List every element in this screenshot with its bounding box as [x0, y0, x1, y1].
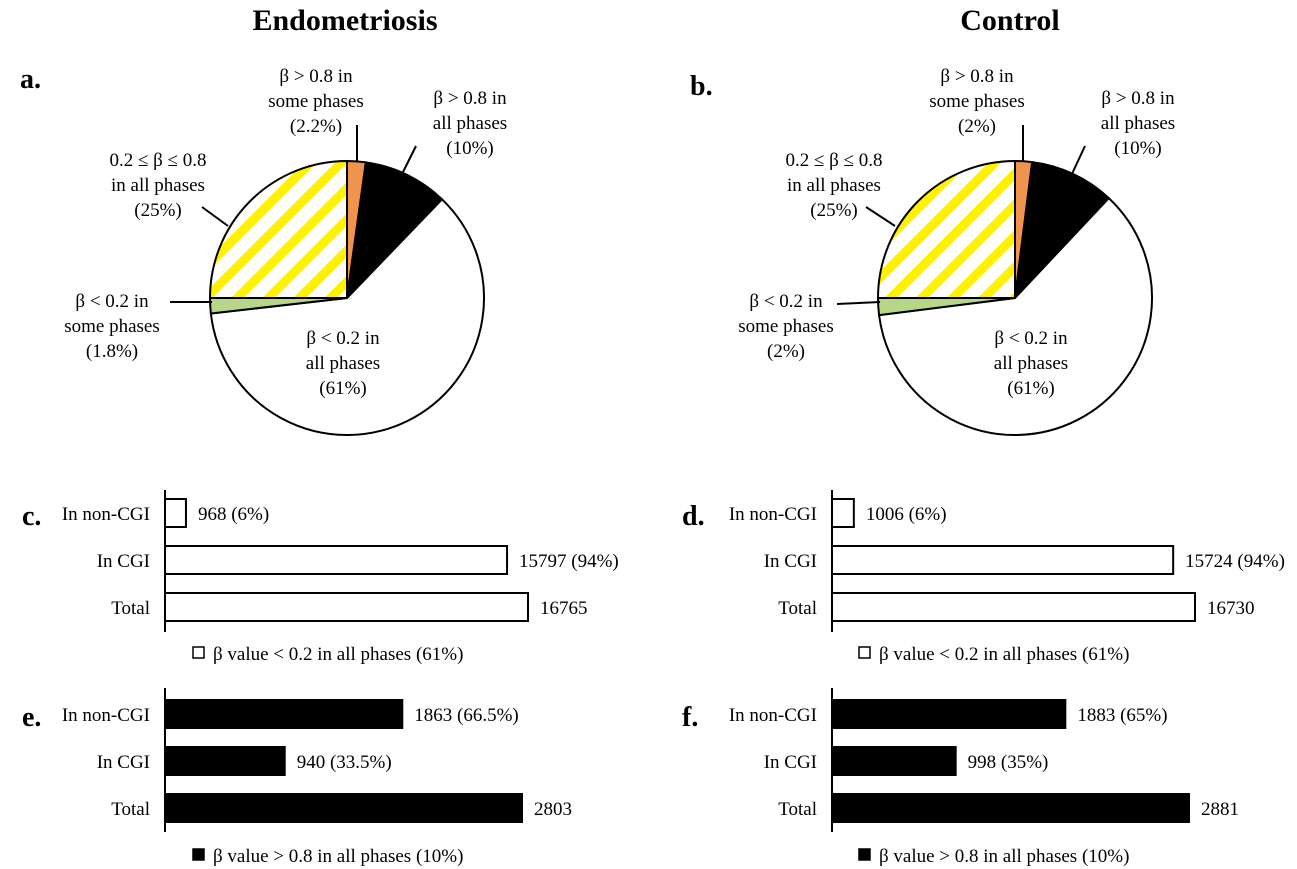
panel-label-f: f.	[682, 702, 698, 733]
bar-d-bar-2	[831, 592, 1196, 622]
pie-b-label-0: some phases	[929, 91, 1025, 112]
pie-b-label-2: all phases	[994, 353, 1068, 374]
bar-f-bar-0	[831, 699, 1067, 729]
bar-d-bar-1	[831, 545, 1175, 575]
pie-b-label-3: β < 0.2 in	[749, 291, 823, 312]
pie-a-label-1: β > 0.8 in	[433, 88, 507, 109]
pie-a-leader-4	[201, 206, 229, 227]
bar-c-category-2: Total	[111, 598, 150, 619]
bar-d-data-label-0: 1006 (6%)	[866, 504, 947, 525]
pie-b-leader-4	[865, 206, 896, 227]
pie-b-slice-4	[877, 160, 1016, 299]
bar-e-data-label-2: 2803	[534, 799, 572, 820]
bar-d-legend-label: β value < 0.2 in all phases (61%)	[879, 644, 1129, 665]
pie-b-label-0: β > 0.8 in	[940, 66, 1014, 87]
bar-f-bar-1	[831, 746, 957, 776]
pie-a-slice-4	[209, 160, 348, 299]
bar-c-data-label-1: 15797 (94%)	[519, 551, 619, 572]
bar-e-data-label-1: 940 (33.5%)	[297, 752, 392, 773]
panel-label-e: e.	[22, 702, 41, 733]
bar-e-legend-swatch	[192, 848, 205, 861]
pie-b-label-1: (10%)	[1114, 138, 1161, 159]
bar-c-category-1: In CGI	[97, 551, 150, 572]
pie-a-label-4: 0.2 ≤ β ≤ 0.8	[109, 150, 206, 171]
pie-b-slice-1	[1014, 161, 1110, 299]
panel-label-b: b.	[690, 71, 713, 102]
bar-d-category-1: In CGI	[764, 551, 817, 572]
pie-b-label-1: all phases	[1101, 113, 1175, 134]
bar-f-category-0: In non-CGI	[729, 705, 817, 726]
panel-label-d: d.	[682, 501, 705, 532]
bar-e-category-1: In CGI	[97, 752, 150, 773]
bar-e-category-2: Total	[111, 799, 150, 820]
pie-b-leader-1	[1070, 145, 1086, 177]
pie-b-label-4: (25%)	[810, 200, 857, 221]
pie-a-slice-1	[346, 161, 444, 299]
bar-e-data-label-0: 1863 (66.5%)	[414, 705, 518, 726]
pie-b-label-3: (2%)	[767, 341, 805, 362]
pie-a-label-4: in all phases	[111, 175, 205, 196]
pie-a-label-2: all phases	[306, 353, 380, 374]
pie-b-label-2: β < 0.2 in	[994, 328, 1068, 349]
bar-c-bar-0	[164, 498, 187, 528]
pie-a-label-3: some phases	[64, 316, 160, 337]
bar-f-data-label-2: 2881	[1201, 799, 1239, 820]
pie-b-label-4: in all phases	[787, 175, 881, 196]
pie-b-label-3: some phases	[738, 316, 834, 337]
pie-b-slice-2	[878, 197, 1153, 436]
bar-c-category-0: In non-CGI	[62, 504, 150, 525]
bar-c-data-label-0: 968 (6%)	[198, 504, 269, 525]
heading-control: Control	[960, 4, 1059, 37]
panel-label-a: a.	[20, 64, 41, 95]
bar-d-bar-0	[831, 498, 855, 528]
bar-e-bar-0	[164, 699, 404, 729]
bar-d-data-label-2: 16730	[1207, 598, 1255, 619]
bar-e-bar-2	[164, 793, 523, 823]
bar-c-legend-label: β value < 0.2 in all phases (61%)	[213, 644, 463, 665]
bar-c-bar-2	[164, 592, 529, 622]
bar-f-bar-2	[831, 793, 1190, 823]
pie-a-slice-2	[209, 198, 485, 436]
pie-a-label-0: (2.2%)	[290, 116, 342, 137]
bar-d-data-label-1: 15724 (94%)	[1185, 551, 1285, 572]
pie-a-label-4: (25%)	[134, 200, 181, 221]
pie-a-label-2: β < 0.2 in	[306, 328, 380, 349]
bar-f-data-label-0: 1883 (65%)	[1077, 705, 1167, 726]
pie-a-label-0: β > 0.8 in	[279, 66, 353, 87]
pie-a-label-1: all phases	[433, 113, 507, 134]
bar-f-category-1: In CGI	[764, 752, 817, 773]
pie-a-label-2: (61%)	[319, 378, 366, 399]
bar-f-data-label-1: 998 (35%)	[968, 752, 1049, 773]
pie-b-leader-3	[836, 301, 881, 305]
panel-label-c: c.	[22, 501, 41, 532]
bar-e-bar-1	[164, 746, 286, 776]
pie-b-label-0: (2%)	[958, 116, 996, 137]
bar-c-legend-swatch	[192, 646, 205, 659]
bar-f-legend-swatch	[858, 848, 871, 861]
pie-a-label-1: (10%)	[446, 138, 493, 159]
pie-a-label-0: some phases	[268, 91, 364, 112]
bar-f-category-2: Total	[778, 799, 817, 820]
bar-c-bar-1	[164, 545, 509, 575]
bar-e-legend-label: β value > 0.8 in all phases (10%)	[213, 846, 463, 867]
bar-d-category-2: Total	[778, 598, 817, 619]
pie-b-label-2: (61%)	[1007, 378, 1054, 399]
pie-a-leader-1	[401, 145, 417, 175]
pie-a-label-3: (1.8%)	[86, 341, 138, 362]
pie-b-label-1: β > 0.8 in	[1101, 88, 1175, 109]
heading-endometriosis: Endometriosis	[252, 4, 437, 37]
pie-b-label-4: 0.2 ≤ β ≤ 0.8	[785, 150, 882, 171]
bar-e-category-0: In non-CGI	[62, 705, 150, 726]
bar-f-legend-label: β value > 0.8 in all phases (10%)	[879, 846, 1129, 867]
bar-c-data-label-2: 16765	[540, 598, 588, 619]
bar-d-legend-swatch	[858, 646, 871, 659]
bar-d-category-0: In non-CGI	[729, 504, 817, 525]
pie-a-label-3: β < 0.2 in	[75, 291, 149, 312]
